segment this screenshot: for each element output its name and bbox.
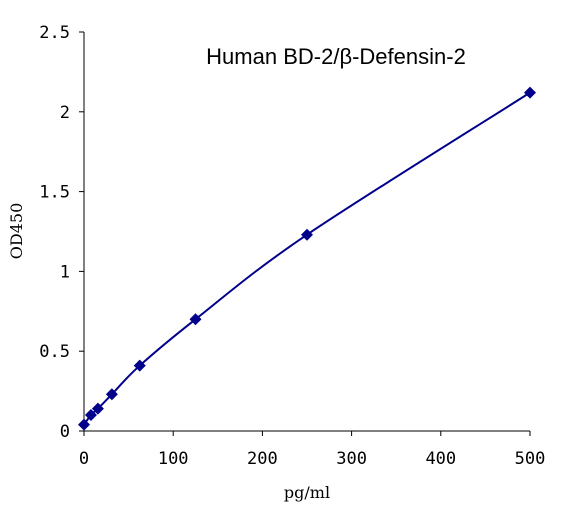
y-tick-label: 2.5 — [39, 23, 70, 43]
data-point-marker — [91, 402, 104, 415]
data-point-marker — [84, 409, 97, 422]
y-tick-label: 2 — [60, 103, 70, 123]
axes — [83, 32, 530, 432]
x-axis-ticks: 0 100 200 300 400 500 — [79, 431, 545, 469]
data-point-marker — [78, 418, 90, 431]
data-point-marker — [524, 86, 536, 99]
x-tick-label: 100 — [158, 449, 189, 469]
chart-title: Human BD-2/β-Defensin-2 — [206, 44, 466, 69]
data-point-marker — [189, 313, 202, 326]
x-tick-label: 200 — [247, 449, 278, 469]
y-tick-label: 0 — [60, 422, 70, 442]
x-axis-title: pg/ml — [284, 483, 330, 502]
data-point-marker — [133, 359, 146, 372]
data-point-marker — [301, 228, 313, 241]
x-tick-label: 300 — [336, 449, 367, 469]
x-tick-label: 400 — [425, 449, 456, 469]
y-axis-ticks: 0 0.5 1 1.5 2 2.5 — [39, 23, 84, 442]
y-axis-title: OD450 — [7, 203, 26, 259]
y-tick-label: 1 — [60, 262, 70, 282]
x-tick-label: 500 — [515, 449, 546, 469]
y-tick-label: 0.5 — [39, 342, 70, 362]
x-tick-label: 0 — [79, 449, 89, 469]
data-point-marker — [105, 388, 118, 401]
y-tick-label: 1.5 — [39, 183, 70, 203]
series-line — [83, 91, 531, 426]
series-markers — [78, 86, 536, 431]
